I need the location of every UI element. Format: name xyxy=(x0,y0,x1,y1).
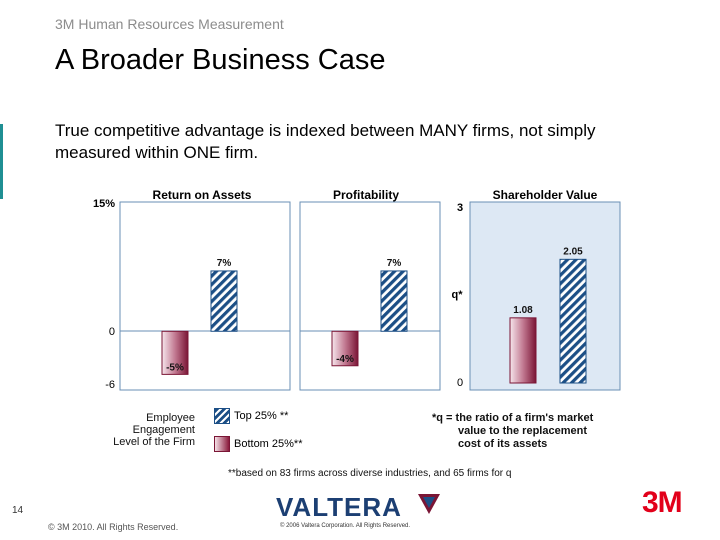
data-label-0-1: 7% xyxy=(217,258,232,269)
bar-2-bottom-25 xyxy=(509,317,537,384)
legend-group-line-3: Level of the Firm xyxy=(113,436,195,448)
data-label-1-0: -4% xyxy=(336,354,354,365)
ytick-sv-top: 3 xyxy=(457,202,463,214)
valtera-copyright: © 2006 Valtera Corporation. All Rights R… xyxy=(280,523,411,529)
legend-swatch-top xyxy=(214,408,230,424)
legend-group-label: Employee Engagement Level of the Firm xyxy=(100,412,195,448)
q-definition-note: *q = the ratio of a firm's market value … xyxy=(432,412,593,451)
bar-chart: -5% 7% -4% 7% 1.08 2.05 15% 0 -6 3 0 q* Retur… xyxy=(93,188,621,391)
legend-label-top: Top 25% ** xyxy=(234,410,289,422)
bar-2-top-25 xyxy=(559,258,587,384)
legend-group-line-2: Engagement xyxy=(132,424,195,436)
bar-0-bottom-25 xyxy=(161,330,189,375)
chart-title-profitability: Profitability xyxy=(333,188,399,202)
data-label-1-1: 7% xyxy=(387,258,402,269)
valtera-logo: VALTERA xyxy=(276,492,456,522)
valtera-wordmark: VALTERA xyxy=(276,492,402,522)
q-note-line-2: value to the replacement xyxy=(458,425,587,437)
ytick-sv-zero: 0 xyxy=(457,377,463,389)
page-number: 14 xyxy=(12,505,24,516)
ytick-roa-bottom: -6 xyxy=(105,379,115,391)
ylabel-q: q* xyxy=(452,289,464,301)
sample-footnote: **based on 83 firms across diverse indus… xyxy=(228,468,512,479)
subtitle: True competitive advantage is indexed be… xyxy=(55,121,596,162)
section-header: 3M Human Resources Measurement xyxy=(55,16,284,32)
accent-rule xyxy=(0,124,3,199)
data-label-0-0: -5% xyxy=(166,362,184,373)
data-label-2-1: 2.05 xyxy=(563,246,583,257)
chart-title-roa: Return on Assets xyxy=(153,188,252,202)
page-title: A Broader Business Case xyxy=(55,44,386,76)
bar-0-top-25 xyxy=(210,270,238,332)
panel-return-on-assets xyxy=(119,201,291,391)
3m-logo: 3M xyxy=(642,486,683,519)
bar-1-top-25 xyxy=(380,270,408,332)
copyright-text: © 3M 2010. All Rights Reserved. xyxy=(48,522,179,532)
ytick-roa-top: 15% xyxy=(93,198,115,210)
valtera-triangle-icon xyxy=(418,494,440,514)
panel-profitability xyxy=(299,201,441,391)
ytick-roa-zero: 0 xyxy=(109,326,115,338)
q-note-line-1: *q = the ratio of a firm's market xyxy=(432,412,594,424)
legend-group-line-1: Employee xyxy=(146,412,195,424)
panel-shareholder-value xyxy=(469,201,621,391)
chart-title-shareholder-value: Shareholder Value xyxy=(493,188,598,202)
legend-label-bottom: Bottom 25%** xyxy=(234,438,303,450)
legend-swatch-bottom xyxy=(214,436,230,452)
q-note-line-3: cost of its assets xyxy=(458,438,548,450)
data-label-2-0: 1.08 xyxy=(513,305,533,316)
bar-1-bottom-25 xyxy=(331,330,359,367)
